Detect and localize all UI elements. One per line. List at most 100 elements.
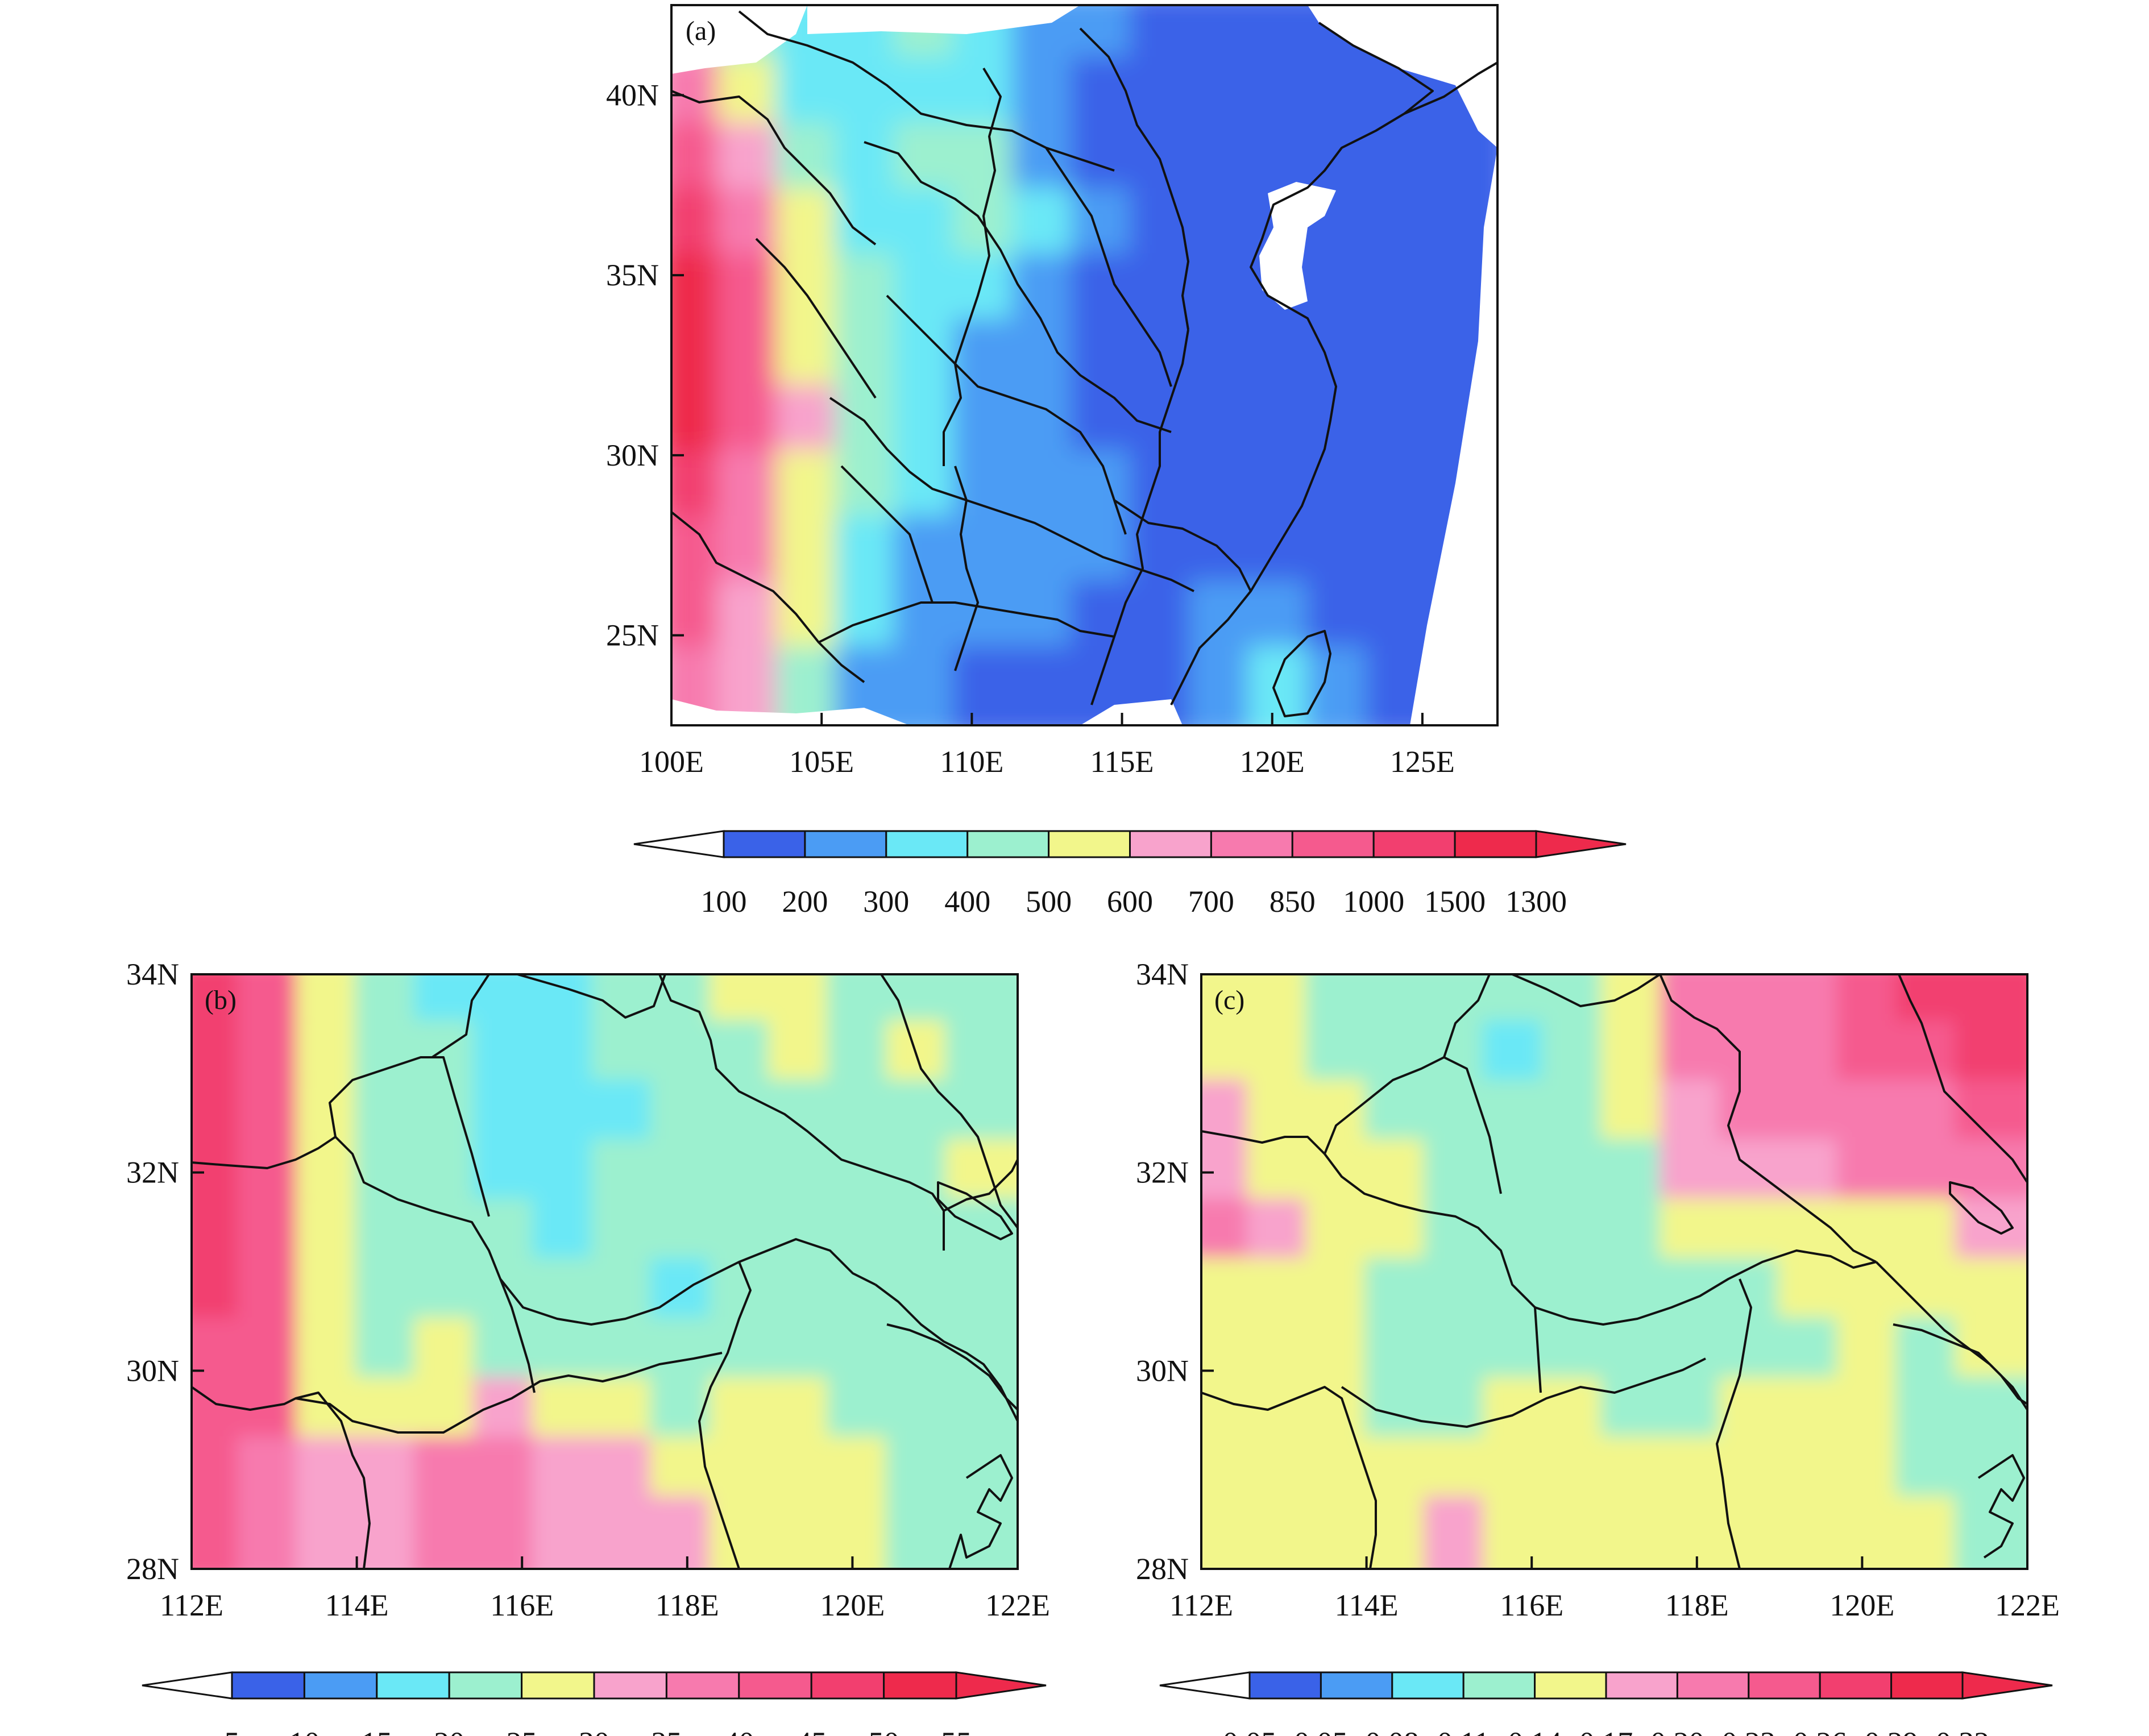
x-tick-label: 122E bbox=[1995, 1588, 2060, 1622]
colorbar-swatch bbox=[665, 1671, 740, 1700]
colorbar-swatch bbox=[1462, 1671, 1536, 1700]
panel-a-label: (a) bbox=[686, 16, 716, 46]
colorbar-label: 35 bbox=[651, 1726, 682, 1736]
colorbar-swatch bbox=[1320, 1671, 1393, 1700]
panel-c-boundaries bbox=[1201, 974, 2027, 1569]
colorbar-over-arrow bbox=[955, 1671, 1047, 1700]
colorbar-a: 100 200 300 400 500 600 700 850 1000 1500 1300 bbox=[633, 830, 1627, 919]
colorbar-label: 5 bbox=[225, 1726, 240, 1736]
colorbar-label: 55 bbox=[941, 1726, 972, 1736]
colorbar-swatch bbox=[1748, 1671, 1821, 1700]
colorbar-label: 200 bbox=[782, 884, 828, 919]
colorbar-label: 300 bbox=[863, 884, 909, 919]
colorbar-swatch bbox=[1048, 830, 1131, 858]
colorbar-swatch bbox=[376, 1671, 450, 1700]
colorbar-label: 0.05 bbox=[1223, 1726, 1277, 1736]
colorbar-swatch bbox=[885, 830, 969, 858]
panel-b-field bbox=[192, 974, 1018, 1569]
y-tick-label: 28N bbox=[126, 1552, 179, 1586]
panel-b-axes: 112E 114E 116E 118E 120E 122E 28N 30N 32N 34N bbox=[126, 957, 1050, 1622]
colorbar-swatch bbox=[966, 830, 1050, 858]
x-tick-label: 120E bbox=[820, 1588, 885, 1622]
colorbar-b: 5 10 15 20 25 30 35 40 45 50 55 bbox=[142, 1671, 1047, 1736]
colorbar-label: 45 bbox=[796, 1726, 827, 1736]
y-tick-label: 30N bbox=[126, 1353, 179, 1388]
colorbar-swatch bbox=[1890, 1671, 1964, 1700]
panel-c-field bbox=[1201, 974, 2027, 1569]
panel-b: 112E 114E 116E 118E 120E 122E 28N 30N 32N 34N (b) bbox=[126, 957, 1050, 1622]
x-tick-label: 114E bbox=[325, 1588, 389, 1622]
panel-a-coastline bbox=[671, 10, 1497, 717]
y-tick-label: 25N bbox=[606, 618, 659, 653]
panel-a-nodata-northeast bbox=[1308, 5, 1497, 148]
colorbar-label: 15 bbox=[362, 1726, 392, 1736]
field-cell bbox=[945, 1496, 1018, 1569]
colorbar-c: 0.05 0.05 0.08 0.11 0.14 0.17 0.20 0.23 0.26 0.29… bbox=[1159, 1671, 2053, 1736]
x-tick-label: 120E bbox=[1240, 745, 1305, 779]
colorbar-label: 0.29 bbox=[1864, 1726, 1918, 1736]
colorbar-label: 10 bbox=[289, 1726, 320, 1736]
colorbar-swatch bbox=[810, 1671, 885, 1700]
x-tick-label: 110E bbox=[940, 745, 1003, 779]
x-tick-label: 112E bbox=[1169, 1588, 1233, 1622]
colorbar-swatch bbox=[593, 1671, 667, 1700]
y-tick-label: 40N bbox=[606, 78, 659, 112]
colorbar-label: 0.11 bbox=[1437, 1726, 1490, 1736]
colorbar-label: 40 bbox=[724, 1726, 754, 1736]
colorbar-swatch bbox=[883, 1671, 957, 1700]
x-tick-label: 118E bbox=[1665, 1588, 1729, 1622]
x-tick-label: 116E bbox=[1500, 1588, 1563, 1622]
colorbar-label: 1000 bbox=[1343, 884, 1404, 919]
panel-a-nodata-north bbox=[807, 5, 1080, 34]
colorbar-swatch bbox=[1605, 1671, 1678, 1700]
colorbar-swatch bbox=[1291, 830, 1375, 858]
y-tick-label: 34N bbox=[126, 957, 179, 991]
panel-a-nodata-bottom bbox=[671, 699, 1183, 725]
panel-a: 100E 105E 110E 115E 120E 125E 25N 30N 35N 40N (a) bbox=[606, 4, 1499, 779]
x-tick-label: 105E bbox=[789, 745, 854, 779]
x-tick-label: 115E bbox=[1090, 745, 1154, 779]
colorbar-label: 25 bbox=[507, 1726, 537, 1736]
colorbar-label: 600 bbox=[1107, 884, 1153, 919]
colorbar-swatch bbox=[1372, 830, 1456, 858]
x-tick-label: 120E bbox=[1829, 1588, 1894, 1622]
y-tick-label: 28N bbox=[1136, 1552, 1189, 1586]
panel-c-axes: 112E 114E 116E 118E 120E 122E 28N 30N 32N 34N bbox=[1136, 957, 2060, 1622]
colorbar-under-arrow bbox=[633, 830, 725, 858]
panel-a-frame bbox=[670, 4, 1499, 726]
panel-c-frame bbox=[1200, 973, 2028, 1570]
y-tick-label: 32N bbox=[126, 1156, 179, 1190]
colorbar-over-arrow bbox=[1535, 830, 1627, 858]
colorbar-label: 0.17 bbox=[1579, 1726, 1633, 1736]
x-tick-label: 112E bbox=[160, 1588, 223, 1622]
x-tick-label: 118E bbox=[656, 1588, 719, 1622]
panel-c-label: (c) bbox=[1214, 985, 1244, 1015]
colorbar-swatch bbox=[231, 1671, 305, 1700]
colorbar-swatch bbox=[1129, 830, 1212, 858]
panel-a-nodata-northwest bbox=[671, 5, 807, 74]
x-tick-label: 116E bbox=[490, 1588, 554, 1622]
y-tick-label: 32N bbox=[1136, 1156, 1189, 1190]
colorbar-label: 400 bbox=[944, 884, 990, 919]
colorbar-label: 20 bbox=[434, 1726, 464, 1736]
panel-b-boundaries bbox=[192, 974, 1018, 1569]
colorbar-swatch bbox=[1210, 830, 1293, 858]
colorbar-swatch bbox=[804, 830, 887, 858]
colorbar-under-arrow bbox=[1159, 1671, 1251, 1700]
colorbar-swatch bbox=[1819, 1671, 1893, 1700]
y-tick-label: 34N bbox=[1136, 957, 1189, 991]
panel-a-field bbox=[671, 5, 1497, 725]
y-tick-label: 30N bbox=[1136, 1353, 1189, 1388]
colorbar-swatch bbox=[448, 1671, 523, 1700]
colorbar-label: 700 bbox=[1188, 884, 1234, 919]
colorbar-label: 100 bbox=[701, 884, 747, 919]
panel-a-axes: 100E 105E 110E 115E 120E 125E 25N 30N 35N 40N bbox=[606, 78, 1455, 779]
panel-a-nodata-east bbox=[1410, 148, 1497, 725]
y-tick-label: 35N bbox=[606, 258, 659, 292]
y-tick-label: 30N bbox=[606, 438, 659, 472]
colorbar-swatch bbox=[738, 1671, 812, 1700]
colorbar-label: 0.20 bbox=[1650, 1726, 1704, 1736]
colorbar-swatch bbox=[1454, 830, 1537, 858]
colorbar-swatch bbox=[303, 1671, 378, 1700]
